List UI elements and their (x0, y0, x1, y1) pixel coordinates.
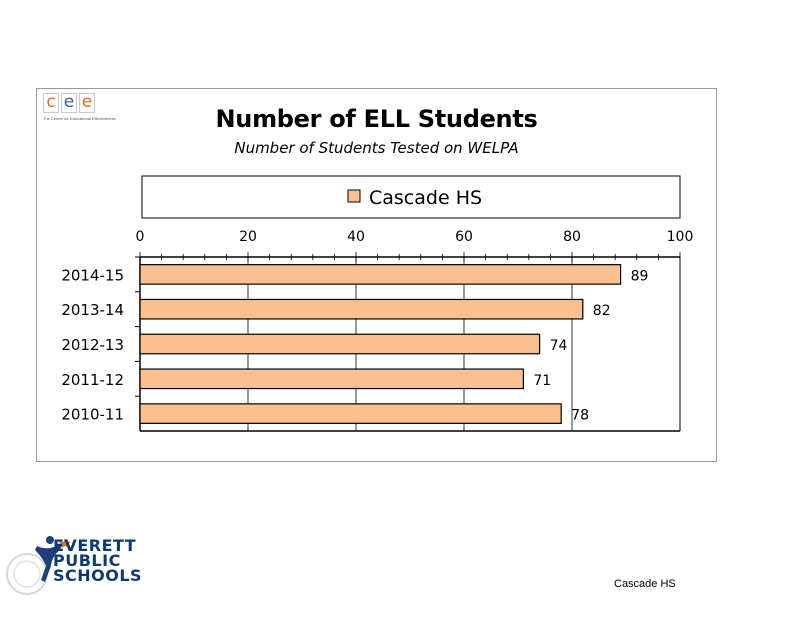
data-label: 74 (550, 338, 568, 354)
x-tick-label: 60 (455, 229, 473, 245)
data-label: 78 (571, 408, 589, 424)
data-label: 89 (631, 268, 649, 284)
x-tick-label: 0 (136, 229, 145, 245)
cee-logo-letter: e (79, 93, 95, 113)
x-tick-label: 100 (667, 229, 694, 245)
y-category-label: 2014-15 (61, 266, 124, 284)
bar (139, 403, 562, 424)
chart-subtitle: Number of Students Tested on WELPA (234, 139, 519, 157)
logo-line: PUBLIC (53, 551, 121, 570)
bar (139, 298, 584, 320)
school-seal-icon (6, 536, 71, 595)
y-category-label: 2010-11 (61, 406, 124, 424)
y-category-label: 2012-13 (61, 336, 124, 354)
legend-label: Cascade HS (369, 187, 482, 209)
legend-box (141, 175, 681, 219)
data-label: 71 (533, 373, 551, 389)
chart-panel: c e e The Center for Educational Effecti… (36, 88, 717, 462)
x-tick-label: 80 (563, 229, 581, 245)
everett-public-schools-logo: EVERETT PUBLIC SCHOOLS (5, 536, 165, 596)
logo-line: SCHOOLS (53, 566, 143, 585)
logo-line: EVERETT (53, 536, 137, 555)
footer-school-label: Cascade HS (614, 578, 676, 590)
x-tick-label: 40 (347, 229, 365, 245)
bar (139, 333, 541, 355)
cee-logo-tagline: The Center for Educational Effectiveness (43, 116, 116, 121)
bar (139, 368, 524, 390)
cee-logo-letter: e (61, 93, 77, 113)
cee-logo: c e e The Center for Educational Effecti… (43, 93, 116, 121)
y-category-label: 2011-12 (61, 371, 124, 389)
y-category-label: 2013-14 (61, 301, 124, 319)
chart-title: Number of ELL Students (215, 105, 538, 133)
data-label: 82 (593, 303, 611, 319)
legend-swatch (347, 189, 361, 203)
x-tick-label: 20 (239, 229, 257, 245)
bar-chart: Cascade HS 0 20 40 60 80 100 2014-15 89 2013-14 82… (61, 175, 694, 432)
bar (139, 264, 622, 285)
cee-logo-letter: c (43, 93, 59, 113)
